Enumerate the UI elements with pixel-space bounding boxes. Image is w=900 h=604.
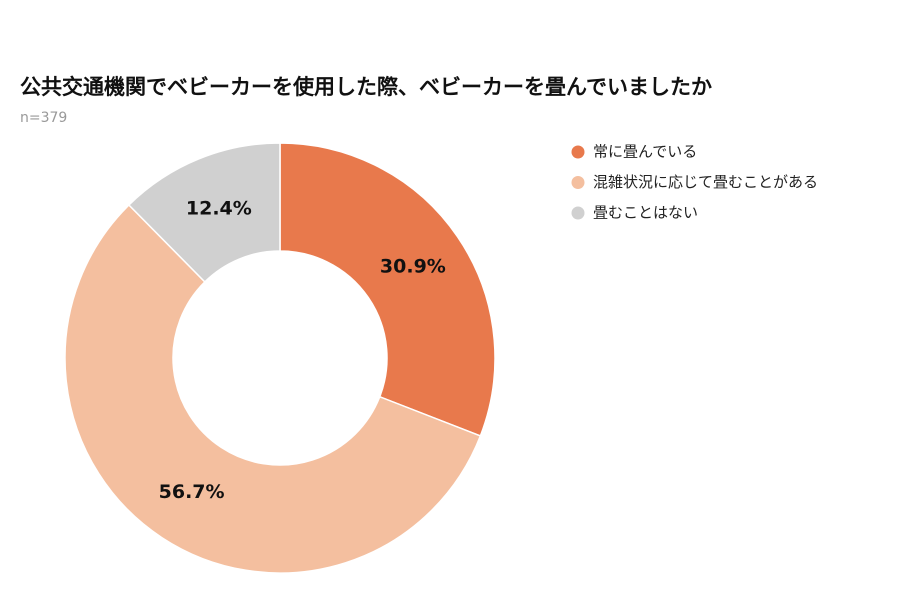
- value-label: 12.4%: [186, 198, 252, 220]
- legend-marker: [571, 145, 585, 159]
- value-label: 56.7%: [159, 481, 225, 503]
- legend-marker: [571, 176, 585, 189]
- chart-subtitle: n=379: [20, 110, 67, 126]
- donut-slice: [279, 142, 496, 437]
- legend-marker: [571, 206, 585, 220]
- legend-label: 畳むことはない: [593, 204, 698, 222]
- legend-label: 混雑状況に応じて畳むことがある: [593, 173, 818, 191]
- chart-title: 公共交通機関でベビーカーを使用した際、ベビーカーを畳んでいましたか: [20, 75, 712, 99]
- value-label: 30.9%: [380, 256, 446, 278]
- donut-slice: [127, 142, 281, 283]
- legend-label: 常に畳んでいる: [593, 143, 697, 161]
- donut-slice: [64, 203, 482, 574]
